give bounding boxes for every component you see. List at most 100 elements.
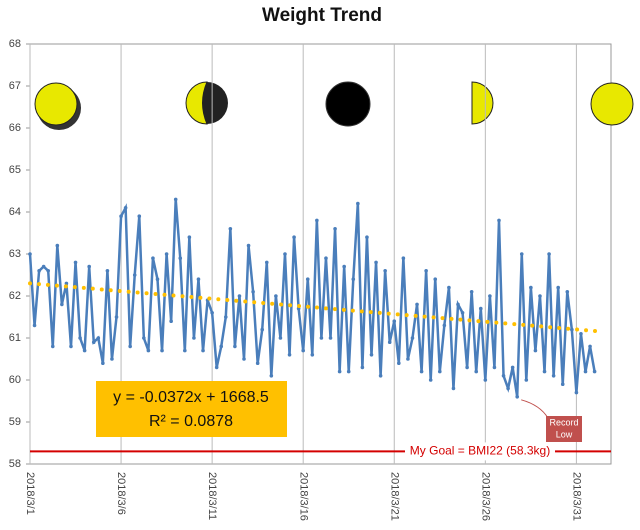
weight-point	[164, 252, 169, 256]
y-tick-label: 67	[9, 80, 21, 92]
weight-point	[110, 357, 114, 361]
y-tick-label: 66	[9, 122, 21, 134]
weight-line	[28, 199, 596, 397]
weight-point	[283, 252, 287, 256]
weight-point	[351, 277, 356, 282]
weight-point	[469, 290, 474, 294]
annotation-box	[546, 416, 582, 442]
weight-point	[542, 369, 547, 374]
weight-point	[219, 344, 224, 349]
weight-point	[328, 336, 333, 340]
weight-point	[274, 294, 278, 298]
weight-point	[287, 353, 292, 357]
weight-point	[406, 357, 410, 361]
weight-point	[310, 353, 315, 357]
weight-point	[28, 252, 32, 256]
y-tick-label: 60	[9, 374, 21, 386]
y-tick-label: 58	[9, 458, 21, 470]
y-tick-label: 68	[9, 38, 21, 50]
weight-point	[574, 390, 579, 395]
y-tick-label: 65	[9, 164, 21, 176]
weight-point	[342, 264, 346, 269]
weight-point	[151, 256, 155, 261]
weight-point	[169, 319, 173, 324]
weight-point	[579, 332, 583, 336]
weight-point	[365, 235, 369, 239]
equation-box	[96, 381, 287, 437]
weight-point	[515, 395, 520, 399]
annotation-text: Low	[556, 429, 573, 439]
weight-point	[178, 256, 183, 261]
weight-point	[246, 243, 251, 248]
weight-point	[547, 252, 551, 256]
weight-point	[123, 206, 128, 210]
weight-point	[451, 386, 456, 391]
weight-point	[37, 269, 41, 273]
weight-point	[146, 348, 151, 353]
weight-point	[183, 348, 187, 353]
chart-title: Weight Trend	[262, 5, 382, 26]
weight-point	[492, 365, 497, 370]
weight-point	[69, 344, 73, 349]
weight-point	[346, 369, 351, 374]
weight-point	[570, 327, 574, 332]
weight-point	[201, 348, 205, 353]
weight-point	[315, 218, 319, 223]
weight-point	[501, 374, 506, 378]
weight-point	[210, 311, 214, 315]
weight-point	[160, 348, 164, 353]
weight-point	[415, 302, 419, 307]
weight-point	[524, 378, 529, 382]
weight-point	[428, 378, 433, 382]
y-tick-label: 63	[9, 248, 21, 260]
weight-point	[192, 336, 196, 340]
weight-point	[465, 365, 469, 370]
weight-point	[506, 386, 510, 391]
weight-point	[510, 365, 515, 370]
weight-point	[173, 197, 178, 202]
weight-point	[369, 353, 374, 357]
weight-point	[233, 344, 237, 349]
weight-point	[101, 361, 105, 366]
weight-point	[483, 378, 488, 382]
weight-point	[324, 256, 328, 261]
y-tick-label: 59	[9, 416, 21, 428]
x-tick-label: 2018/3/26	[479, 472, 491, 521]
weight-point	[73, 260, 78, 265]
weight-point	[237, 294, 242, 298]
x-tick-label: 2018/3/16	[297, 472, 309, 521]
weight-point	[433, 277, 438, 282]
goal-label-bg	[405, 442, 555, 461]
weight-point	[488, 294, 492, 298]
x-tick-label: 2018/3/6	[115, 472, 127, 515]
weight-point	[551, 374, 556, 378]
weight-point	[41, 264, 46, 269]
weight-point	[60, 302, 64, 307]
weight-point	[142, 336, 146, 340]
y-tick-label: 62	[9, 290, 21, 302]
weight-point	[228, 227, 233, 231]
equation-text: y = -0.0372x + 1668.5	[113, 389, 269, 406]
weight-point	[478, 306, 483, 311]
weight-point	[105, 269, 110, 273]
weight-point	[565, 290, 570, 294]
weight-point	[497, 218, 501, 223]
weight-point	[337, 369, 342, 374]
weight-point	[114, 315, 119, 319]
weight-point	[82, 348, 87, 353]
weight-point	[529, 285, 533, 290]
weight-point	[319, 336, 324, 340]
weight-point	[456, 302, 460, 307]
weight-point	[397, 361, 401, 366]
weight-point	[64, 281, 69, 286]
weight-point	[155, 277, 160, 282]
weight-point	[374, 260, 378, 265]
goal-label: My Goal = BMI22 (58.3kg)	[410, 444, 550, 458]
moon-icons	[34, 81, 634, 130]
weight-point	[32, 323, 37, 328]
weight-point	[519, 252, 524, 256]
x-tick-label: 2018/3/11	[206, 472, 218, 520]
weight-point	[251, 290, 255, 294]
weight-point	[50, 344, 55, 349]
